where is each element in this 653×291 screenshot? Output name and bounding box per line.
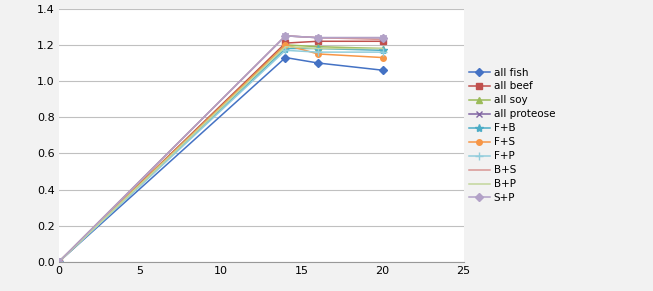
S+P: [281, 34, 289, 38]
F+P: [379, 50, 387, 54]
B+P: [55, 260, 63, 264]
Line: F+B: F+B: [55, 44, 387, 266]
B+P: [281, 45, 289, 48]
Line: B+P: B+P: [59, 47, 383, 262]
all soy: [281, 43, 289, 47]
Line: F+S: F+S: [56, 42, 385, 265]
F+P: [281, 49, 289, 52]
S+P: [55, 260, 63, 264]
F+P: [314, 50, 322, 54]
F+P: [55, 260, 63, 264]
B+P: [314, 47, 322, 50]
B+S: [379, 38, 387, 41]
B+P: [379, 47, 387, 50]
B+S: [314, 36, 322, 39]
all fish: [314, 61, 322, 65]
B+S: [55, 260, 63, 264]
F+B: [281, 47, 289, 50]
F+B: [55, 260, 63, 264]
B+S: [281, 34, 289, 38]
all fish: [55, 260, 63, 264]
all soy: [379, 47, 387, 50]
F+B: [314, 47, 322, 50]
all soy: [314, 45, 322, 48]
all beef: [281, 41, 289, 45]
all proteose: [281, 34, 289, 38]
Line: all proteose: all proteose: [56, 32, 386, 265]
all proteose: [314, 36, 322, 39]
F+S: [379, 56, 387, 59]
all proteose: [55, 260, 63, 264]
all beef: [379, 40, 387, 43]
S+P: [379, 36, 387, 39]
Line: F+P: F+P: [55, 46, 387, 266]
Line: all beef: all beef: [56, 38, 385, 265]
Legend: all fish, all beef, all soy, all proteose, F+B, F+S, F+P, B+S, B+P, S+P: all fish, all beef, all soy, all proteos…: [469, 68, 555, 203]
S+P: [314, 36, 322, 39]
all soy: [55, 260, 63, 264]
all proteose: [379, 36, 387, 39]
Line: all fish: all fish: [56, 55, 385, 265]
all fish: [281, 56, 289, 59]
F+S: [55, 260, 63, 264]
all beef: [55, 260, 63, 264]
F+B: [379, 49, 387, 52]
Line: all soy: all soy: [56, 42, 385, 265]
Line: S+P: S+P: [56, 33, 385, 265]
F+S: [314, 52, 322, 56]
F+S: [281, 43, 289, 47]
Line: B+S: B+S: [59, 36, 383, 262]
all beef: [314, 40, 322, 43]
all fish: [379, 68, 387, 72]
